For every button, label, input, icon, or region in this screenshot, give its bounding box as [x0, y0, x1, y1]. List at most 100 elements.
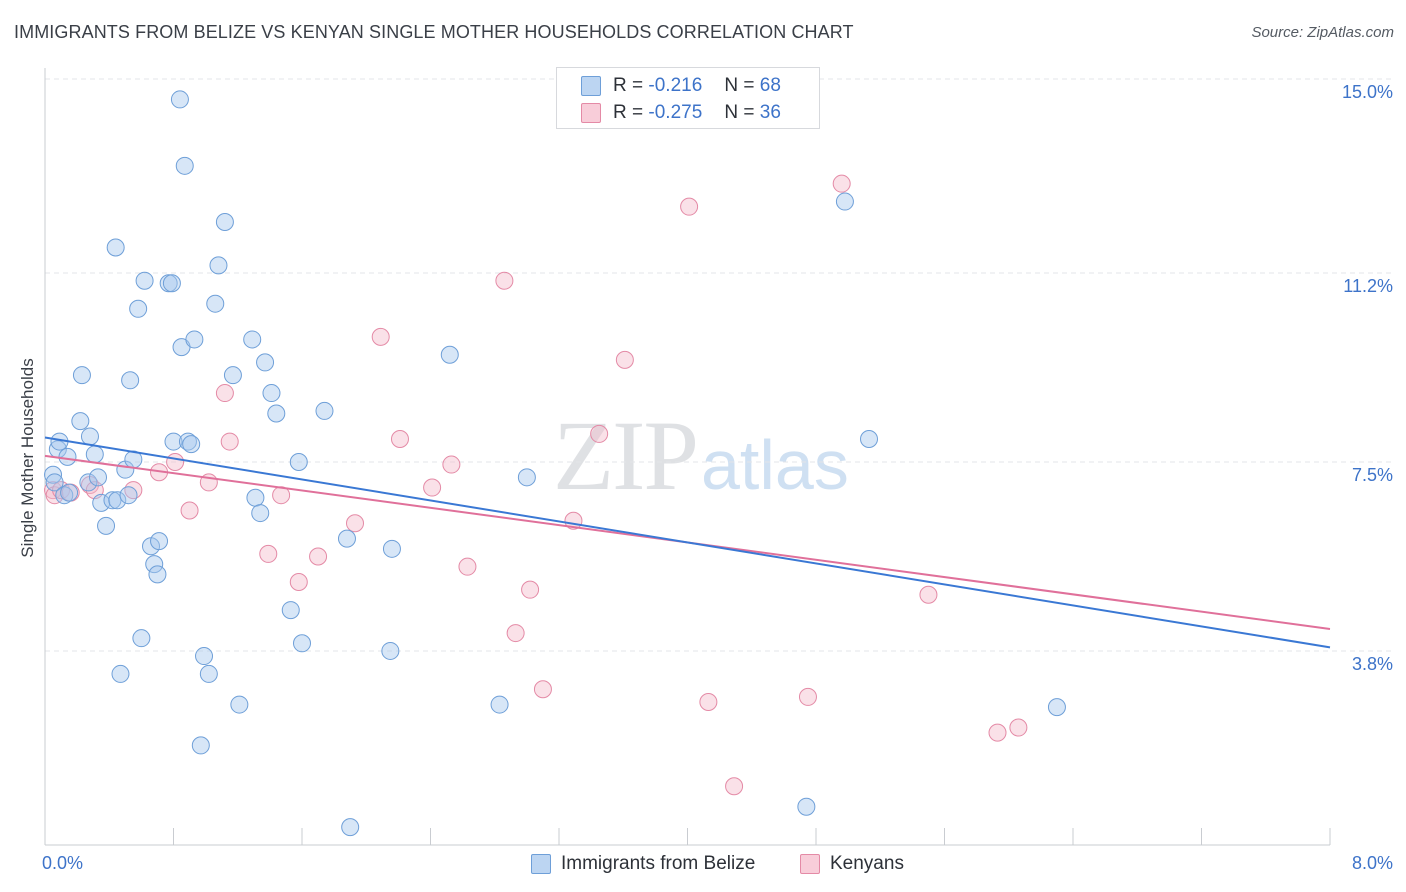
belize-point	[797, 797, 816, 816]
trend-lines	[44, 436, 1331, 649]
belize-point	[315, 401, 334, 420]
watermark-zip: ZIP	[553, 400, 699, 511]
belize-point	[223, 366, 242, 385]
y-tick-label: 15.0%	[1342, 82, 1393, 102]
belize-point	[1047, 698, 1066, 717]
legend-row-kenyans: R = -0.275 N = 36	[581, 101, 781, 125]
belize-point	[89, 468, 108, 487]
kenyans-point	[988, 723, 1007, 742]
kenyans-point	[390, 430, 409, 449]
belize-point	[262, 384, 281, 403]
belize-point	[106, 238, 125, 257]
kenyans-point	[590, 424, 609, 443]
belize-point	[119, 486, 138, 505]
kenyans-point	[180, 501, 199, 520]
belize-point	[182, 435, 201, 454]
kenyans-point	[533, 680, 552, 699]
kenyans-point	[166, 453, 185, 471]
belize-point	[170, 90, 189, 109]
bottom-legend-label-kenyans: Kenyans	[830, 853, 904, 874]
belize-point	[129, 299, 148, 318]
belize-point	[45, 473, 64, 492]
kenyans-point	[371, 327, 390, 346]
belize-point	[72, 366, 91, 385]
belize-point	[440, 345, 459, 364]
kenyans-point	[1009, 718, 1028, 737]
legend-row-belize: R = -0.216 N = 68	[581, 74, 781, 98]
kenyans-point	[615, 350, 634, 369]
bottom-legend-kenyans: Kenyans	[800, 852, 904, 876]
belize-point	[60, 483, 79, 502]
kenyans-point	[680, 197, 699, 216]
belize-point	[246, 488, 265, 507]
kenyans-point	[220, 432, 239, 451]
belize-point	[215, 212, 234, 231]
kenyans-point	[458, 557, 477, 576]
belize-point	[195, 647, 214, 666]
belize-point	[148, 565, 167, 584]
bottom-legend-swatch-belize	[531, 854, 551, 874]
belize-trend-line	[44, 436, 1331, 649]
belize-point	[230, 695, 249, 714]
belize-point	[206, 294, 225, 313]
source-label: Source: ZipAtlas.com	[1251, 24, 1394, 41]
chart-title: IMMIGRANTS FROM BELIZE VS KENYAN SINGLE …	[14, 22, 854, 42]
belize-point	[209, 256, 228, 275]
legend-r-label: R =	[613, 102, 644, 123]
kenyans-point	[309, 547, 328, 566]
belize-point	[121, 371, 140, 390]
belize-point	[92, 493, 111, 512]
belize-point	[162, 274, 181, 293]
grid-layer	[45, 78, 1392, 652]
belize-point	[164, 432, 183, 451]
axis-layer	[44, 68, 1331, 846]
belize-point	[191, 736, 210, 755]
watermark-atlas: atlas	[701, 426, 849, 504]
y-tick-label: 11.2%	[1343, 276, 1393, 296]
bottom-legend-swatch-kenyans	[800, 854, 820, 874]
belize-point	[175, 156, 194, 175]
belize-point	[293, 634, 311, 653]
belize-point	[289, 453, 308, 471]
kenyans-point	[699, 693, 718, 712]
belize-point	[256, 353, 275, 372]
legend-swatch-kenyans	[581, 103, 601, 123]
x-tick-label-start: 0.0%	[42, 853, 83, 873]
belize-point	[58, 447, 77, 466]
kenyans-point	[832, 174, 851, 193]
belize-point	[71, 412, 90, 431]
kenyans-point	[124, 481, 143, 500]
legend-n-label: N =	[724, 102, 755, 123]
tick-labels: 3.8% 7.5% 11.2% 15.0% 0.0% 8.0%	[42, 82, 1393, 873]
bottom-legend-belize: Immigrants from Belize	[531, 852, 755, 876]
belize-point	[55, 486, 74, 505]
belize-point	[132, 629, 151, 648]
kenyans-points	[44, 174, 1028, 796]
legend-swatch-belize	[581, 76, 601, 96]
belize-point	[337, 529, 356, 548]
belize-point	[150, 532, 169, 551]
belize-point	[382, 539, 401, 558]
belize-point	[267, 404, 286, 423]
kenyans-point	[346, 514, 365, 533]
belize-point	[44, 465, 63, 484]
belize-point	[243, 330, 262, 349]
legend-r-label: R =	[613, 75, 644, 96]
kenyans-point	[495, 271, 514, 290]
kenyans-point	[798, 687, 817, 706]
kenyans-point	[919, 585, 938, 604]
kenyans-point	[259, 544, 278, 563]
legend-n-label: N =	[724, 75, 755, 96]
belize-point	[178, 432, 197, 451]
belize-point	[341, 818, 360, 837]
x-tick-label-end: 8.0%	[1352, 853, 1393, 873]
belize-point	[79, 473, 98, 492]
correlation-legend: R = -0.216 N = 68 R = -0.275 N = 36	[556, 67, 820, 129]
kenyans-point	[215, 384, 234, 403]
belize-point	[135, 271, 154, 290]
belize-point	[111, 664, 130, 683]
legend-r-value-belize: -0.216	[648, 75, 703, 96]
kenyans-point	[442, 455, 461, 474]
y-tick-label: 7.5%	[1352, 465, 1393, 485]
